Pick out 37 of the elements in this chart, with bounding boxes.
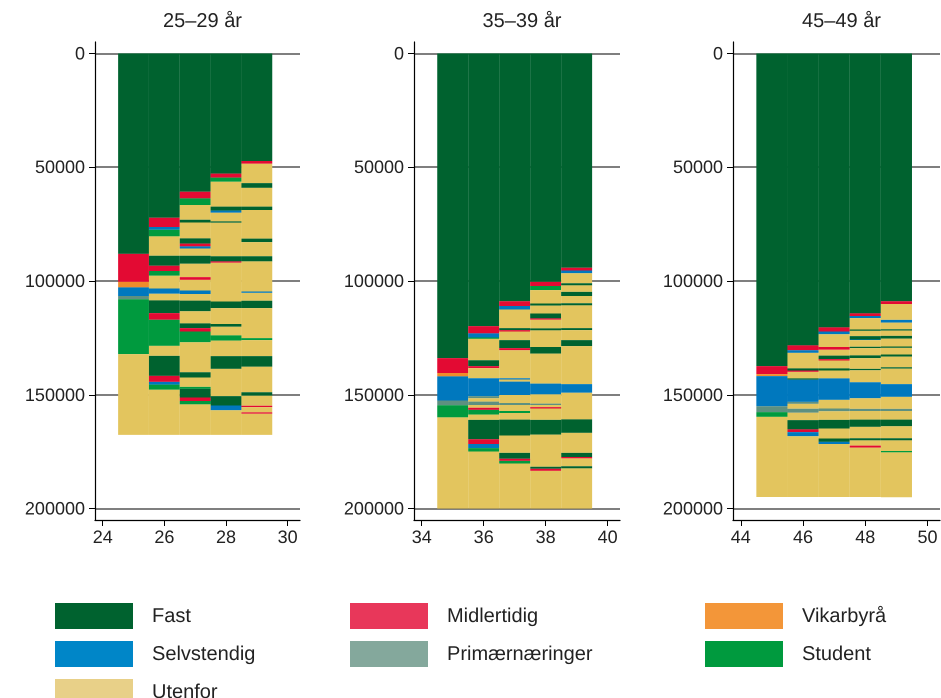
y-tick-label: 150000 bbox=[344, 384, 404, 405]
x-tick-label: 30 bbox=[278, 527, 298, 547]
x-tick-label: 46 bbox=[793, 527, 814, 547]
legend-label: Student bbox=[802, 643, 872, 665]
y-tick-label: 100000 bbox=[344, 271, 404, 291]
legend-label: Midlertidig bbox=[447, 605, 538, 627]
y-tick-label: 200000 bbox=[24, 498, 85, 519]
x-tick-label: 44 bbox=[730, 527, 751, 547]
x-tick-label: 50 bbox=[918, 527, 938, 547]
x-tick-label: 24 bbox=[92, 527, 113, 547]
x-tick-label: 28 bbox=[216, 527, 236, 547]
x-tick-label: 26 bbox=[154, 527, 174, 547]
y-tick-label: 0 bbox=[394, 43, 404, 64]
legend-label: Fast bbox=[152, 605, 192, 627]
y-tick-label: 150000 bbox=[24, 384, 85, 405]
chart-title: 35–39 år bbox=[482, 10, 562, 32]
y-tick-label: 50000 bbox=[672, 157, 723, 178]
chart-title: 25–29 år bbox=[163, 10, 242, 32]
x-tick-label: 34 bbox=[412, 527, 432, 547]
x-tick-label: 36 bbox=[474, 527, 494, 547]
y-tick-label: 100000 bbox=[24, 271, 85, 291]
legend-label: Selvstendig bbox=[152, 643, 256, 665]
x-tick-label: 40 bbox=[598, 527, 618, 547]
y-tick-label: 0 bbox=[74, 43, 85, 64]
y-tick-label: 0 bbox=[712, 43, 723, 64]
y-tick-label: 150000 bbox=[662, 384, 723, 405]
x-tick-label: 38 bbox=[536, 527, 556, 547]
y-tick-label: 50000 bbox=[34, 157, 85, 178]
chart-title: 45–49 år bbox=[802, 10, 882, 32]
x-tick-label: 48 bbox=[855, 527, 876, 547]
legend-label: Primærnæringer bbox=[447, 643, 593, 665]
y-tick-label: 200000 bbox=[344, 498, 404, 519]
y-tick-label: 200000 bbox=[662, 498, 723, 519]
y-tick-label: 100000 bbox=[662, 271, 723, 291]
legend-label: Utenfor bbox=[152, 681, 218, 698]
legend-label: Vikarbyrå bbox=[802, 605, 887, 627]
y-tick-label: 50000 bbox=[354, 157, 404, 178]
